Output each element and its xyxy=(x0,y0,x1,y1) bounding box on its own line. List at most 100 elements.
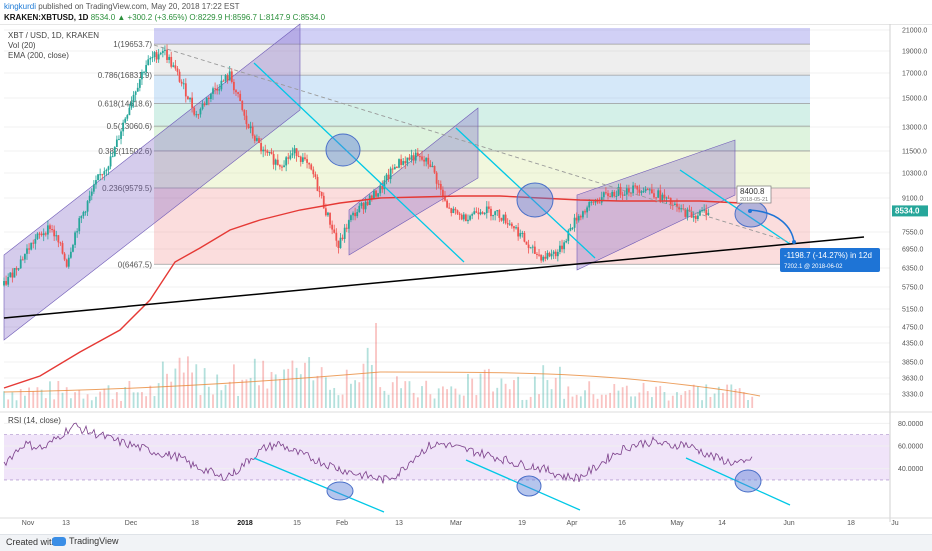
volume-bar xyxy=(220,390,223,408)
volume-bar xyxy=(688,389,691,408)
candle-body xyxy=(642,191,645,193)
volume-bar xyxy=(90,400,93,408)
candle-body xyxy=(477,212,480,215)
candle-body xyxy=(692,215,695,218)
rsi-tick-label: 80.0000 xyxy=(898,421,923,428)
candle-body xyxy=(86,201,89,212)
price-tick-label: 6350.0 xyxy=(902,266,924,273)
volume-bar xyxy=(345,369,348,408)
volume-bar xyxy=(308,357,311,408)
volume-bar xyxy=(462,395,465,408)
volume-bar xyxy=(550,389,553,408)
volume-bar xyxy=(304,362,306,408)
projection-end xyxy=(792,240,796,244)
username-link[interactable]: kingkurdi xyxy=(4,2,37,11)
candle-body xyxy=(502,214,505,221)
volume-bar xyxy=(278,379,281,408)
candle-body xyxy=(335,232,338,241)
candle-body xyxy=(554,251,557,257)
volume-bar xyxy=(483,369,486,408)
candle-body xyxy=(49,225,51,230)
candle-body xyxy=(3,281,5,286)
candle-body xyxy=(694,215,697,219)
candle-body xyxy=(182,83,185,85)
volume-bar xyxy=(508,389,511,408)
volume-bar xyxy=(375,322,377,408)
candle-body xyxy=(684,208,687,217)
volume-bar xyxy=(312,380,315,408)
candle-body xyxy=(498,210,501,218)
tradingview-logo[interactable]: TradingView xyxy=(52,536,119,546)
candle-body xyxy=(239,93,242,102)
candle-body xyxy=(38,233,41,235)
candle-body xyxy=(297,155,300,157)
candle-body xyxy=(508,223,511,225)
candle-body xyxy=(444,196,446,201)
candle-body xyxy=(540,254,543,261)
candle-body xyxy=(299,156,302,162)
volume-bar xyxy=(701,400,703,408)
volume-bar xyxy=(400,388,402,408)
candle-body xyxy=(573,217,576,228)
price-chart[interactable]: 21000.0 19000.0 17000.0 15000.0 13000.0 11500… xyxy=(0,0,932,534)
volume-bar xyxy=(237,395,239,408)
candle-body xyxy=(667,197,670,199)
candle-body xyxy=(78,218,81,232)
candle-body xyxy=(210,93,212,99)
volume-bar xyxy=(646,391,649,408)
candle-body xyxy=(113,147,116,157)
candle-body xyxy=(138,79,141,88)
candle-body xyxy=(648,189,651,191)
candle-body xyxy=(264,149,267,151)
volume-bar xyxy=(458,394,461,408)
price-tick-label: 13000.0 xyxy=(902,125,927,132)
candle-body xyxy=(398,159,400,168)
volume-bar xyxy=(203,368,206,408)
candle-body xyxy=(619,186,622,195)
fib-level-label: 0.5(13060.6) xyxy=(107,122,153,131)
candle-body xyxy=(653,193,655,198)
candle-body xyxy=(483,213,486,215)
time-tick-label: 13 xyxy=(395,520,403,527)
rsi-line xyxy=(3,422,753,484)
candle-body xyxy=(285,157,288,166)
candle-body xyxy=(525,241,528,245)
candle-body xyxy=(322,195,325,209)
volume-bar xyxy=(567,386,570,408)
volume-bar xyxy=(738,388,741,408)
candle-body xyxy=(88,195,91,202)
open-value: O:8229.9 xyxy=(189,13,223,22)
candle-body xyxy=(377,193,380,197)
candle-body xyxy=(429,164,432,168)
volume-bar xyxy=(709,396,712,408)
volume-bar xyxy=(684,391,687,408)
current-price-label: 8534.0 xyxy=(895,206,920,215)
volume-bar xyxy=(717,386,720,408)
fib-level-label: 1(19653.7) xyxy=(113,40,152,49)
candle-body xyxy=(15,268,18,270)
price-tick-label: 7550.0 xyxy=(902,230,924,237)
volume-bar xyxy=(316,375,319,408)
candle-body xyxy=(24,253,26,260)
fib-zone xyxy=(154,44,810,76)
volume-bar xyxy=(350,383,352,408)
volume-bar xyxy=(40,389,43,408)
candle-body xyxy=(126,115,129,119)
volume-bar xyxy=(412,392,415,408)
volume-bar xyxy=(726,384,729,408)
time-tick-label: 13 xyxy=(62,520,70,527)
volume-bar xyxy=(283,369,285,408)
candle-body xyxy=(523,232,526,242)
candle-body xyxy=(613,191,616,197)
volume-bar xyxy=(404,381,407,408)
symbol-label: KRAKEN:XBTUSD, 1D xyxy=(4,13,89,22)
candle-body xyxy=(118,138,120,140)
volume-bar xyxy=(65,387,68,408)
candle-body xyxy=(358,205,361,213)
projection-arrow xyxy=(749,209,795,243)
candle-body xyxy=(13,268,16,278)
projection-start xyxy=(748,209,752,213)
candle-body xyxy=(473,211,476,215)
volume-bar xyxy=(496,387,499,408)
publish-info: published on TradingView.com, May 20, 20… xyxy=(38,2,240,11)
